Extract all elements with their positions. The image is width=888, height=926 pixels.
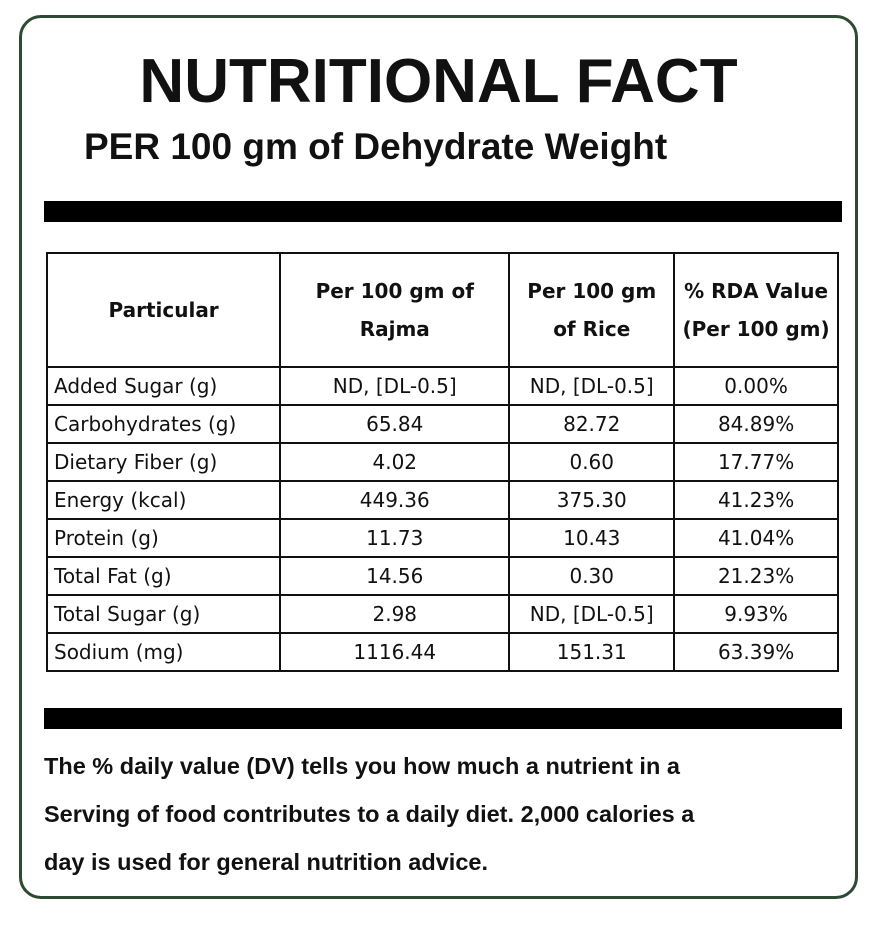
rice-value: ND, [DL-0.5] — [508, 366, 676, 406]
rda-value: 84.89% — [673, 404, 839, 444]
header-rice: Per 100 gm of Rice — [508, 252, 676, 368]
table-row: Dietary Fiber (g) 4.02 0.60 17.77% — [45, 442, 839, 482]
note-line: day is used for general nutrition advice… — [44, 849, 488, 875]
table-row: Total Sugar (g) 2.98 ND, [DL-0.5] 9.93% — [45, 594, 839, 634]
rice-value: 82.72 — [508, 404, 676, 444]
divider-bar-top — [44, 201, 842, 222]
rice-value: 375.30 — [508, 480, 676, 520]
rajma-value: 11.73 — [279, 518, 511, 558]
table-row: Total Fat (g) 14.56 0.30 21.23% — [45, 556, 839, 596]
page-title: NUTRITIONAL FACT — [139, 47, 738, 116]
header-rda: % RDA Value (Per 100 gm) — [673, 252, 839, 368]
rice-value: 10.43 — [508, 518, 676, 558]
page-subtitle: PER 100 gm of Dehydrate Weight — [84, 126, 668, 167]
row-label: Total Fat (g) — [45, 556, 282, 596]
row-label: Added Sugar (g) — [45, 366, 282, 406]
rajma-value: ND, [DL-0.5] — [279, 366, 511, 406]
row-label: Carbohydrates (g) — [45, 404, 282, 444]
row-label: Dietary Fiber (g) — [45, 442, 282, 482]
note-line: Serving of food contributes to a daily d… — [44, 801, 695, 827]
rda-value: 63.39% — [673, 632, 839, 672]
rda-value: 17.77% — [673, 442, 839, 482]
rajma-value: 65.84 — [279, 404, 511, 444]
nutrition-table: Particular Per 100 gm of Rajma Per 100 g… — [45, 252, 839, 672]
header-particular: Particular — [45, 252, 282, 368]
row-label: Protein (g) — [45, 518, 282, 558]
rajma-value: 449.36 — [279, 480, 511, 520]
rda-value: 41.04% — [673, 518, 839, 558]
rda-value: 21.23% — [673, 556, 839, 596]
table-row: Energy (kcal) 449.36 375.30 41.23% — [45, 480, 839, 520]
note-line: The % daily value (DV) tells you how muc… — [44, 753, 680, 779]
rda-value: 41.23% — [673, 480, 839, 520]
divider-bar-bottom — [44, 708, 842, 729]
rajma-value: 14.56 — [279, 556, 511, 596]
row-label: Energy (kcal) — [45, 480, 282, 520]
nutrition-card: NUTRITIONAL FACT PER 100 gm of Dehydrate… — [19, 15, 858, 899]
rajma-value: 1116.44 — [279, 632, 511, 672]
rda-value: 9.93% — [673, 594, 839, 634]
table-row: Carbohydrates (g) 65.84 82.72 84.89% — [45, 404, 839, 444]
rice-value: 0.60 — [508, 442, 676, 482]
rice-value: 151.31 — [508, 632, 676, 672]
table-row: Protein (g) 11.73 10.43 41.04% — [45, 518, 839, 558]
rajma-value: 2.98 — [279, 594, 511, 634]
row-label: Sodium (mg) — [45, 632, 282, 672]
table-row: Added Sugar (g) ND, [DL-0.5] ND, [DL-0.5… — [45, 366, 839, 406]
rajma-value: 4.02 — [279, 442, 511, 482]
header-rajma: Per 100 gm of Rajma — [279, 252, 511, 368]
rice-value: 0.30 — [508, 556, 676, 596]
table-row: Sodium (mg) 1116.44 151.31 63.39% — [45, 632, 839, 672]
daily-value-note: The % daily value (DV) tells you how muc… — [44, 742, 850, 886]
table-header-row: Particular Per 100 gm of Rajma Per 100 g… — [45, 252, 839, 368]
row-label: Total Sugar (g) — [45, 594, 282, 634]
rice-value: ND, [DL-0.5] — [508, 594, 676, 634]
rda-value: 0.00% — [673, 366, 839, 406]
